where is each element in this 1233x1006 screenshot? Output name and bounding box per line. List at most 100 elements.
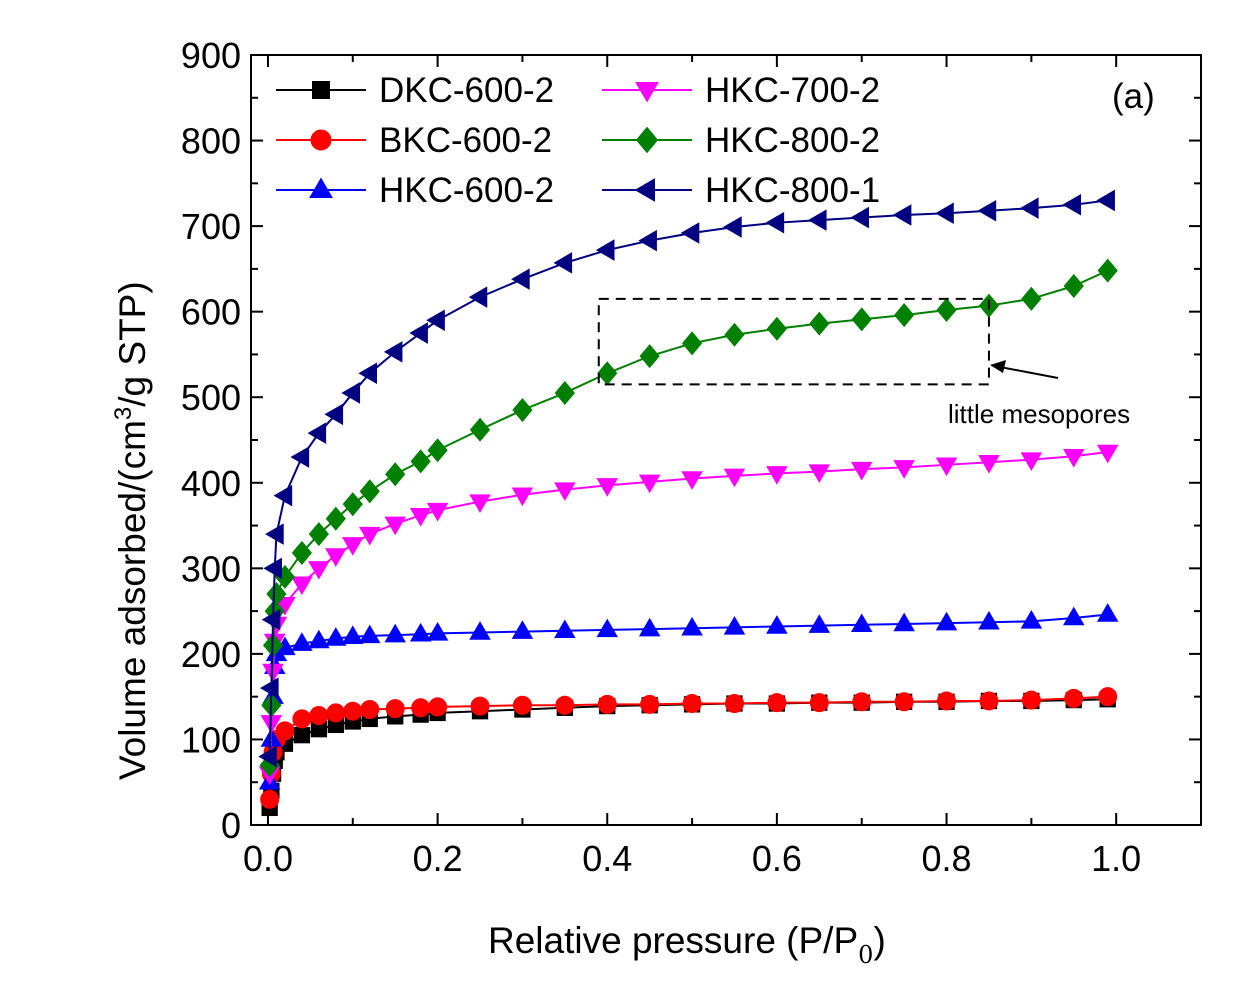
data-point [893,460,915,479]
series-HKC-600-2 [258,603,1119,790]
data-point [682,694,702,714]
legend-label: BKC-600-2 [379,121,552,160]
x-tick-label: 0.0 [243,838,293,879]
x-axis-title-main: Relative pressure (P/P [488,920,858,961]
x-tick-label: 1.0 [1091,838,1141,879]
series-line [268,450,1108,774]
data-point [293,727,311,744]
data-point [275,721,295,741]
data-point [383,341,403,363]
data-point [309,705,329,725]
y-tick-label: 500 [181,377,241,418]
data-point [597,694,617,714]
data-point [638,617,661,637]
data-point [680,222,700,244]
data-point [291,576,313,596]
data-point [1063,606,1085,626]
data-point [893,612,915,632]
data-point [681,471,703,490]
data-point [1020,610,1043,629]
data-point [469,494,491,513]
data-point [511,620,534,639]
y-axis-title: Volume adsorbed/(cm3/g STP) [110,281,153,780]
y-tick-label: 300 [181,548,241,589]
data-point [273,484,293,507]
data-point [1096,444,1119,464]
data-point [341,382,361,404]
data-point [808,614,831,633]
data-point [767,693,787,713]
legend-item-BKC-600-2: BKC-600-2 [276,121,552,160]
data-point [260,677,279,699]
data-point [724,694,744,714]
data-point [1021,286,1042,311]
data-point [723,468,746,488]
data-point [308,522,329,547]
data-point [426,622,449,641]
data-point [1097,258,1118,283]
y-tick-label: 600 [181,292,241,333]
data-point [512,695,532,715]
y-tick-label: 400 [181,463,241,504]
data-point [807,209,827,231]
data-point [681,616,703,636]
data-point [808,464,831,484]
data-point [409,622,432,642]
data-point [850,461,873,481]
data-point [1098,687,1118,707]
series-HKC-700-2 [258,444,1119,786]
legend-label: HKC-800-2 [705,121,880,160]
data-point [342,625,364,645]
data-point [978,610,1000,630]
data-point [1063,449,1085,468]
data-point [553,252,573,274]
data-point [470,696,490,716]
data-point [511,268,530,290]
data-point [639,344,660,369]
data-point [307,422,327,444]
data-point [410,449,431,474]
y-axis-title-post: /g STP) [112,281,153,406]
legend-item-DKC-600-2: DKC-600-2 [276,71,554,110]
data-point [358,362,377,385]
data-point [809,693,829,713]
data-point [978,454,1000,474]
data-point [359,479,380,504]
legend-marker [635,126,659,154]
data-point [723,616,746,635]
x-tick-label: 0.6 [752,838,802,879]
data-point [342,492,363,517]
legend-item-HKC-800-1: HKC-800-1 [602,171,880,210]
data-point [765,211,785,234]
data-point [766,316,787,341]
data-point [385,699,405,719]
data-point [511,487,534,507]
data-point [426,309,445,331]
data-point [766,615,788,634]
data-point [979,691,999,711]
data-point [512,398,533,423]
series-layer [258,189,1119,817]
data-point [292,709,312,729]
data-point [469,417,491,442]
x-tick-label: 0.8 [922,838,972,879]
data-point [384,623,406,643]
data-point [766,466,788,485]
data-point [723,216,742,238]
data-point [554,380,575,405]
data-point [850,613,873,633]
data-point [427,438,448,463]
data-point [342,537,364,556]
data-point [638,229,657,252]
data-point [343,701,363,721]
data-point [324,403,344,426]
data-point [411,698,431,718]
data-point [596,618,619,638]
y-tick-label: 0 [221,805,241,846]
data-point [1096,603,1119,622]
data-point [308,561,330,580]
data-point [1021,690,1041,710]
data-point [937,691,957,711]
x-axis-title: Relative pressure (P/P0) [488,920,886,969]
data-point [265,523,284,545]
